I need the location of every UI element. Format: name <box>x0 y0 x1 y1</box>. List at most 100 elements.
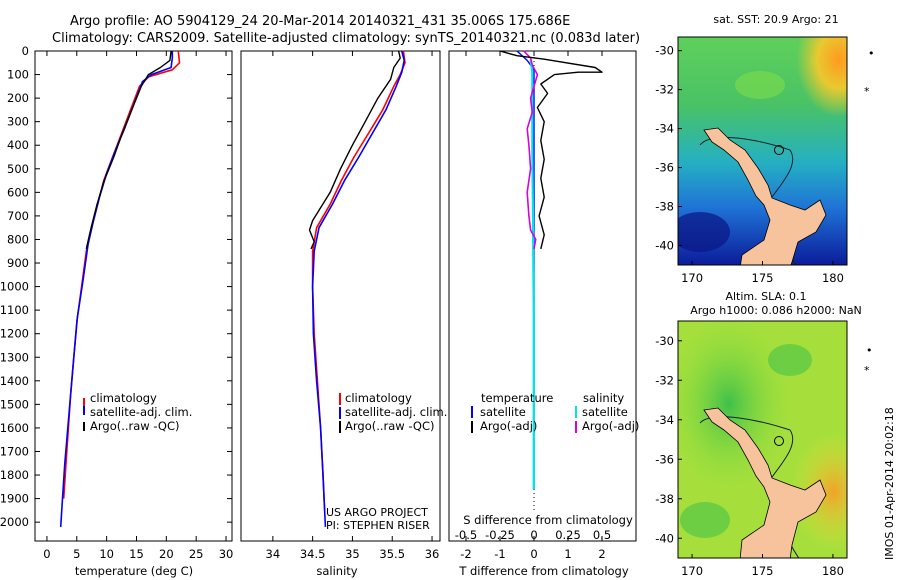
island-marker: • <box>866 344 873 357</box>
x-tick-label: 15 <box>129 547 144 561</box>
header-line1: Argo profile: AO 5904129_24 20-Mar-2014 … <box>70 14 570 29</box>
y-tick-label: 800 <box>7 232 29 246</box>
x-tick-label: 10 <box>99 547 114 561</box>
series-line-satellite-adj-clim- <box>59 51 174 527</box>
legend-item-climatology: climatology <box>345 391 412 405</box>
y-tick-label: 1700 <box>0 444 29 458</box>
legend-item-argo: Argo(-adj) <box>480 419 537 433</box>
salinity-xlabel: salinity <box>316 564 357 578</box>
sla-map-subtitle: Argo h1000: 0.086 h2000: NaN <box>690 304 862 317</box>
temperature-xlabel: temperature (deg C) <box>75 564 193 578</box>
x-tick-label: 1 <box>564 547 571 561</box>
map-y-tick-label: -34 <box>655 122 674 136</box>
imos-watermark: IMOS 01-Apr-2014 20:02:18 <box>883 407 896 560</box>
y-tick-label: 100 <box>7 68 29 82</box>
salinity-panel <box>240 50 441 542</box>
sla-eddy <box>768 344 812 376</box>
y-tick-label: 1300 <box>0 350 29 364</box>
x-tick-label: 36 <box>425 547 440 561</box>
legend-item-satellite: satellite-adj. clim. <box>345 405 447 419</box>
legend-item-satellite: satellite <box>582 405 628 419</box>
series-line-argo-raw-qc- <box>85 50 172 250</box>
legend-item-satellite: satellite <box>480 405 526 419</box>
y-tick-label: 500 <box>7 162 29 176</box>
y-tick-label: 700 <box>7 209 29 223</box>
y-tick-label: 1100 <box>0 303 29 317</box>
map-x-tick-label: 170 <box>681 564 703 578</box>
map-y-tick-label: -38 <box>655 200 674 214</box>
series-line-s-argo-adj- <box>523 50 539 250</box>
map-y-tick-label: -32 <box>655 83 674 97</box>
map-x-tick-label: 180 <box>822 564 844 578</box>
difference-xlabel: T difference from climatology <box>458 564 629 578</box>
argo-location-marker <box>774 436 784 446</box>
map-y-tick-label: -32 <box>655 373 674 387</box>
y-tick-label: 200 <box>7 91 29 105</box>
difference-legend-temperature: temperature satellite Argo(-adj) <box>471 391 553 433</box>
y-tick-label: 1400 <box>0 374 29 388</box>
sst-cold-patch <box>678 212 730 252</box>
x2-tick-label: 0 <box>530 528 537 542</box>
sla-eddy <box>680 502 730 538</box>
map-y-tick-label: -40 <box>655 239 674 253</box>
x-tick-label: 34 <box>266 547 281 561</box>
island-marker: * <box>864 85 870 98</box>
sla-map: • * Altim. SLA: 0.1 Argo h1000: 0.086 h2… <box>677 290 873 559</box>
x-tick-label: 25 <box>189 547 204 561</box>
x-tick-label: 35.5 <box>379 547 405 561</box>
map-x-tick-label: 180 <box>822 271 844 285</box>
island-marker: • <box>868 47 875 60</box>
legend-item-argo: Argo(..raw -QC) <box>345 419 435 433</box>
sst-map: • * sat. SST: 20.9 Argo: 21 <box>677 13 875 266</box>
y-tick-label: 1600 <box>0 421 29 435</box>
map-y-tick-label: -36 <box>655 161 674 175</box>
y-tick-label: 1900 <box>0 492 29 506</box>
map-y-tick-label: -40 <box>655 531 674 545</box>
legend-item-argo: Argo(-adj) <box>582 419 639 433</box>
sla-map-title: Altim. SLA: 0.1 <box>725 290 806 303</box>
y-tick-label: 1200 <box>0 327 29 341</box>
y-tick-label: 300 <box>7 115 29 129</box>
series-line-s-satellite <box>529 60 535 490</box>
difference-x2label: S difference from climatology <box>463 513 633 527</box>
map-x-tick-label: 175 <box>752 271 774 285</box>
sst-map-title: sat. SST: 20.9 Argo: 21 <box>713 13 838 26</box>
difference-legend-salinity: salinity satellite Argo(-adj) <box>575 391 639 433</box>
y-tick-label: 0 <box>22 44 29 58</box>
argo-location-marker <box>774 145 784 155</box>
island-marker: * <box>864 364 870 377</box>
legend-item-climatology: climatology <box>90 391 157 405</box>
temperature-legend: climatology satellite-adj. clim. Argo(..… <box>83 391 192 433</box>
map-y-tick-label: -34 <box>655 413 674 427</box>
y-tick-label: 1800 <box>0 468 29 482</box>
legend-title-temperature: temperature <box>481 391 553 405</box>
series-line-argo-raw-qc- <box>308 50 401 250</box>
salinity-legend: climatology satellite-adj. clim. Argo(..… <box>339 391 447 433</box>
legend-item-satellite: satellite-adj. clim. <box>90 405 192 419</box>
map-y-tick-label: -38 <box>655 492 674 506</box>
x2-tick-label: -0.5 <box>455 528 477 542</box>
map-x-tick-label: 175 <box>752 564 774 578</box>
y-tick-label: 400 <box>7 138 29 152</box>
project-annotation: US ARGO PROJECT <box>326 506 428 519</box>
new-zealand-landmass <box>703 407 827 558</box>
x-tick-label: 0 <box>43 547 50 561</box>
x-tick-label: -1 <box>494 547 505 561</box>
series-line-t-argo-adj- <box>499 50 603 250</box>
y-tick-label: 900 <box>7 256 29 270</box>
legend-item-argo: Argo(..raw -QC) <box>90 419 180 433</box>
y-tick-label: 1500 <box>0 397 29 411</box>
x-tick-label: -2 <box>460 547 471 561</box>
map-ticks: 170 175 180 -30 -32 -34 -36 -38 -40 170 175 180 -30 -… <box>655 44 844 578</box>
pi-annotation: PI: STEPHEN RISER <box>326 519 430 532</box>
map-y-tick-label: -36 <box>655 452 674 466</box>
y-tick-label: 1000 <box>0 280 29 294</box>
sst-green-patch <box>735 71 785 99</box>
y-tick-label: 2000 <box>0 515 29 529</box>
legend-title-salinity: salinity <box>583 391 624 405</box>
map-x-tick-label: 170 <box>681 271 703 285</box>
temperature-panel <box>34 50 233 542</box>
map-y-tick-label: -30 <box>655 44 674 58</box>
header-line2: Climatology: CARS2009. Satellite-adjuste… <box>52 31 640 46</box>
